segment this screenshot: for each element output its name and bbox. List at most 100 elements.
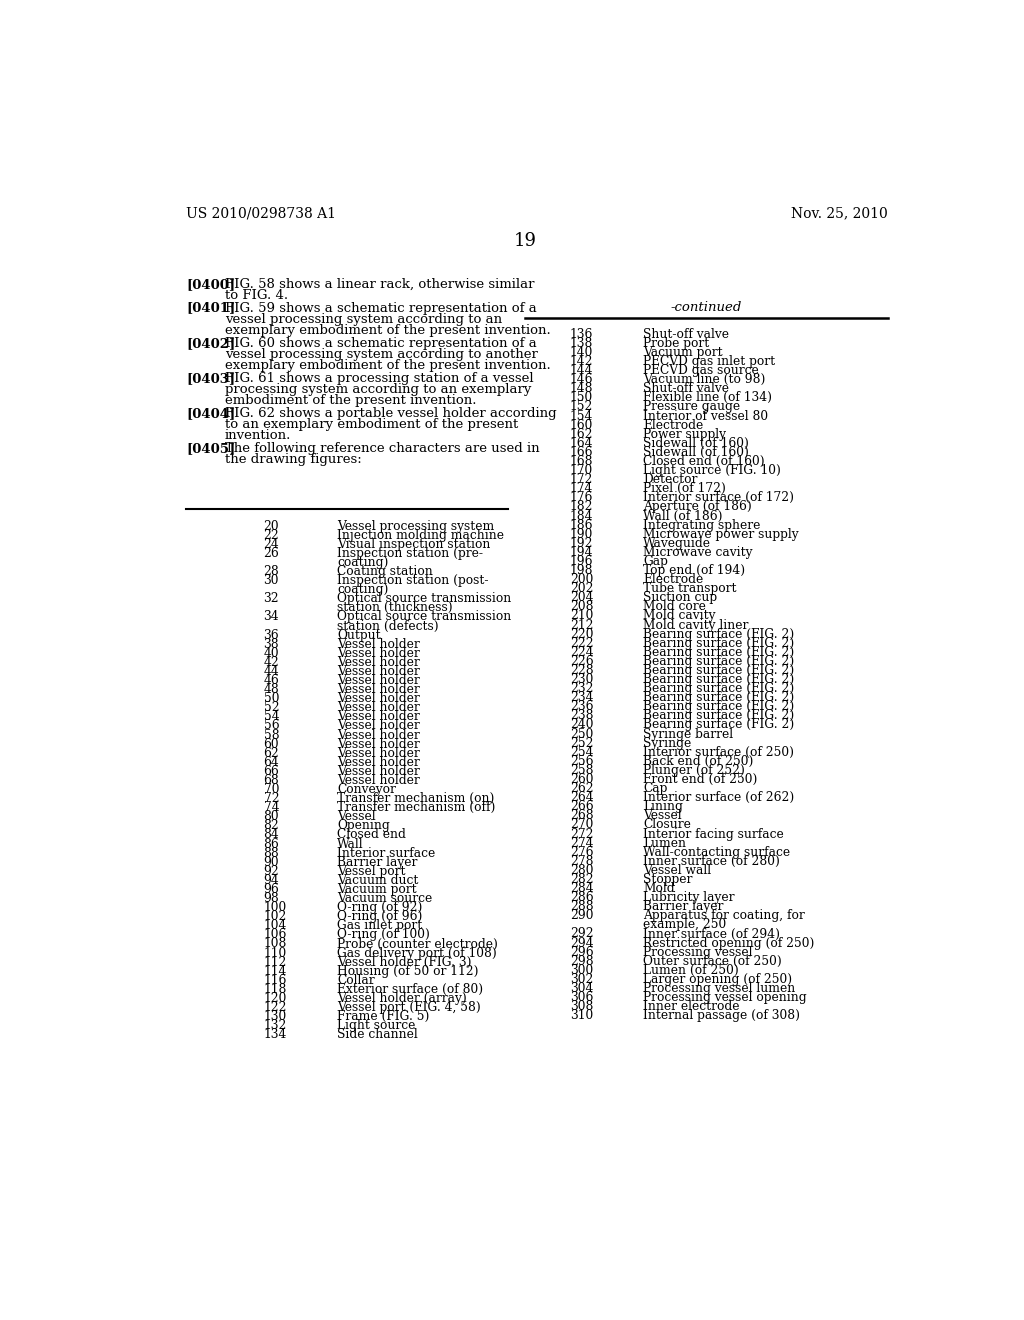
Text: 258: 258 bbox=[569, 764, 593, 777]
Text: Wall-contacting surface: Wall-contacting surface bbox=[643, 846, 791, 859]
Text: 228: 228 bbox=[569, 664, 593, 677]
Text: Shut-off valve: Shut-off valve bbox=[643, 383, 729, 395]
Text: 266: 266 bbox=[569, 800, 593, 813]
Text: Housing (of 50 or 112): Housing (of 50 or 112) bbox=[337, 965, 479, 978]
Text: Vessel holder: Vessel holder bbox=[337, 756, 420, 768]
Text: Aperture (of 186): Aperture (of 186) bbox=[643, 500, 752, 513]
Text: Bearing surface (FIG. 2): Bearing surface (FIG. 2) bbox=[643, 645, 795, 659]
Text: 302: 302 bbox=[569, 973, 593, 986]
Text: 298: 298 bbox=[569, 954, 593, 968]
Text: 212: 212 bbox=[569, 619, 593, 631]
Text: Vessel holder: Vessel holder bbox=[337, 647, 420, 660]
Text: Electrode: Electrode bbox=[643, 573, 703, 586]
Text: 168: 168 bbox=[569, 455, 593, 469]
Text: Bearing surface (FIG. 2): Bearing surface (FIG. 2) bbox=[643, 627, 795, 640]
Text: 254: 254 bbox=[569, 746, 593, 759]
Text: Output: Output bbox=[337, 628, 381, 642]
Text: Closed end: Closed end bbox=[337, 829, 407, 841]
Text: FIG. 61 shows a processing station of a vessel: FIG. 61 shows a processing station of a … bbox=[225, 372, 534, 384]
Text: Vacuum port: Vacuum port bbox=[337, 883, 417, 896]
Text: Vessel holder: Vessel holder bbox=[337, 692, 420, 705]
Text: Optical source transmission: Optical source transmission bbox=[337, 593, 512, 605]
Text: Vessel processing system: Vessel processing system bbox=[337, 520, 495, 532]
Text: PECVD gas source: PECVD gas source bbox=[643, 364, 759, 378]
Text: Vessel holder: Vessel holder bbox=[337, 764, 420, 777]
Text: 104: 104 bbox=[263, 919, 287, 932]
Text: Side channel: Side channel bbox=[337, 1028, 418, 1041]
Text: Microwave power supply: Microwave power supply bbox=[643, 528, 799, 541]
Text: Vacuum duct: Vacuum duct bbox=[337, 874, 419, 887]
Text: Bearing surface (FIG. 2): Bearing surface (FIG. 2) bbox=[643, 701, 795, 713]
Text: 140: 140 bbox=[569, 346, 593, 359]
Text: 70: 70 bbox=[263, 783, 280, 796]
Text: 208: 208 bbox=[569, 601, 593, 614]
Text: 118: 118 bbox=[263, 983, 287, 995]
Text: Power supply: Power supply bbox=[643, 428, 726, 441]
Text: 48: 48 bbox=[263, 682, 280, 696]
Text: Pixel (of 172): Pixel (of 172) bbox=[643, 482, 726, 495]
Text: Vessel holder: Vessel holder bbox=[337, 701, 420, 714]
Text: 132: 132 bbox=[263, 1019, 287, 1032]
Text: 116: 116 bbox=[263, 974, 287, 987]
Text: Frame (FIG. 5): Frame (FIG. 5) bbox=[337, 1010, 430, 1023]
Text: coating): coating) bbox=[337, 556, 389, 569]
Text: processing system according to an exemplary: processing system according to an exempl… bbox=[225, 383, 531, 396]
Text: 240: 240 bbox=[569, 718, 593, 731]
Text: 222: 222 bbox=[569, 636, 593, 649]
Text: 264: 264 bbox=[569, 791, 593, 804]
Text: 108: 108 bbox=[263, 937, 287, 950]
Text: embodiment of the present invention.: embodiment of the present invention. bbox=[225, 395, 476, 407]
Text: 226: 226 bbox=[569, 655, 593, 668]
Text: Interior of vessel 80: Interior of vessel 80 bbox=[643, 409, 768, 422]
Text: Vessel holder: Vessel holder bbox=[337, 675, 420, 686]
Text: 230: 230 bbox=[569, 673, 593, 686]
Text: Vessel holder: Vessel holder bbox=[337, 656, 420, 669]
Text: 270: 270 bbox=[569, 818, 593, 832]
Text: 184: 184 bbox=[569, 510, 593, 523]
Text: vessel processing system according to an: vessel processing system according to an bbox=[225, 313, 502, 326]
Text: Wall: Wall bbox=[337, 837, 364, 850]
Text: 238: 238 bbox=[569, 709, 593, 722]
Text: 90: 90 bbox=[263, 855, 280, 869]
Text: Pressure gauge: Pressure gauge bbox=[643, 400, 740, 413]
Text: Mold cavity liner: Mold cavity liner bbox=[643, 619, 749, 631]
Text: US 2010/0298738 A1: US 2010/0298738 A1 bbox=[186, 206, 336, 220]
Text: Bearing surface (FIG. 2): Bearing surface (FIG. 2) bbox=[643, 636, 795, 649]
Text: 250: 250 bbox=[569, 727, 593, 741]
Text: exemplary embodiment of the present invention.: exemplary embodiment of the present inve… bbox=[225, 323, 551, 337]
Text: Barrier layer: Barrier layer bbox=[337, 855, 418, 869]
Text: The following reference characters are used in: The following reference characters are u… bbox=[225, 442, 540, 455]
Text: Coating station: Coating station bbox=[337, 565, 433, 578]
Text: Interior surface (of 262): Interior surface (of 262) bbox=[643, 791, 795, 804]
Text: 19: 19 bbox=[513, 231, 537, 249]
Text: Vessel holder: Vessel holder bbox=[337, 719, 420, 733]
Text: Opening: Opening bbox=[337, 820, 390, 833]
Text: 196: 196 bbox=[569, 554, 593, 568]
Text: 232: 232 bbox=[569, 682, 593, 696]
Text: 42: 42 bbox=[263, 656, 280, 669]
Text: 198: 198 bbox=[569, 564, 593, 577]
Text: 112: 112 bbox=[263, 956, 287, 969]
Text: Light source: Light source bbox=[337, 1019, 416, 1032]
Text: Processing vessel: Processing vessel bbox=[643, 945, 753, 958]
Text: Vessel port: Vessel port bbox=[337, 865, 406, 878]
Text: 68: 68 bbox=[263, 774, 280, 787]
Text: Closure: Closure bbox=[643, 818, 691, 832]
Text: 308: 308 bbox=[569, 1001, 593, 1014]
Text: Lumen: Lumen bbox=[643, 837, 686, 850]
Text: 194: 194 bbox=[569, 546, 593, 558]
Text: Cap: Cap bbox=[643, 781, 668, 795]
Text: [0401]: [0401] bbox=[186, 302, 236, 314]
Text: 294: 294 bbox=[569, 937, 593, 949]
Text: 122: 122 bbox=[263, 1001, 287, 1014]
Text: 160: 160 bbox=[569, 418, 593, 432]
Text: to an exemplary embodiment of the present: to an exemplary embodiment of the presen… bbox=[225, 418, 518, 430]
Text: 146: 146 bbox=[569, 374, 593, 387]
Text: 100: 100 bbox=[263, 902, 287, 915]
Text: 88: 88 bbox=[263, 846, 280, 859]
Text: Lining: Lining bbox=[643, 800, 683, 813]
Text: Flexible line (of 134): Flexible line (of 134) bbox=[643, 392, 772, 404]
Text: FIG. 62 shows a portable vessel holder according: FIG. 62 shows a portable vessel holder a… bbox=[225, 407, 556, 420]
Text: Syringe: Syringe bbox=[643, 737, 691, 750]
Text: 224: 224 bbox=[569, 645, 593, 659]
